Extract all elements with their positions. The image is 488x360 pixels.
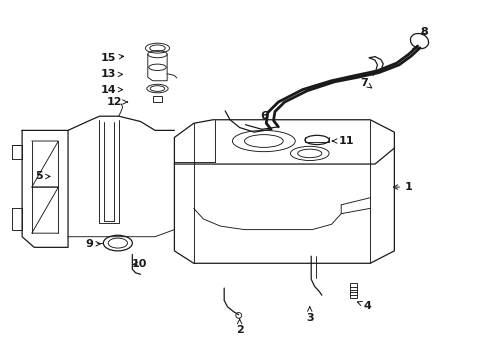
Text: 9: 9 bbox=[86, 239, 100, 249]
Text: 3: 3 bbox=[305, 307, 313, 323]
Text: 11: 11 bbox=[332, 136, 353, 146]
Text: 15: 15 bbox=[100, 53, 123, 63]
Bar bbox=[349, 283, 356, 298]
Text: 8: 8 bbox=[420, 27, 427, 37]
Bar bbox=[152, 96, 162, 102]
Text: 13: 13 bbox=[100, 69, 122, 79]
Text: 12: 12 bbox=[106, 97, 127, 107]
Text: 2: 2 bbox=[235, 319, 243, 334]
Text: 7: 7 bbox=[360, 77, 371, 88]
Text: 14: 14 bbox=[100, 85, 122, 95]
Text: 4: 4 bbox=[357, 301, 371, 311]
Text: 10: 10 bbox=[131, 259, 146, 269]
Text: 6: 6 bbox=[259, 111, 267, 121]
Text: 1: 1 bbox=[393, 182, 412, 192]
Text: 5: 5 bbox=[35, 171, 50, 181]
